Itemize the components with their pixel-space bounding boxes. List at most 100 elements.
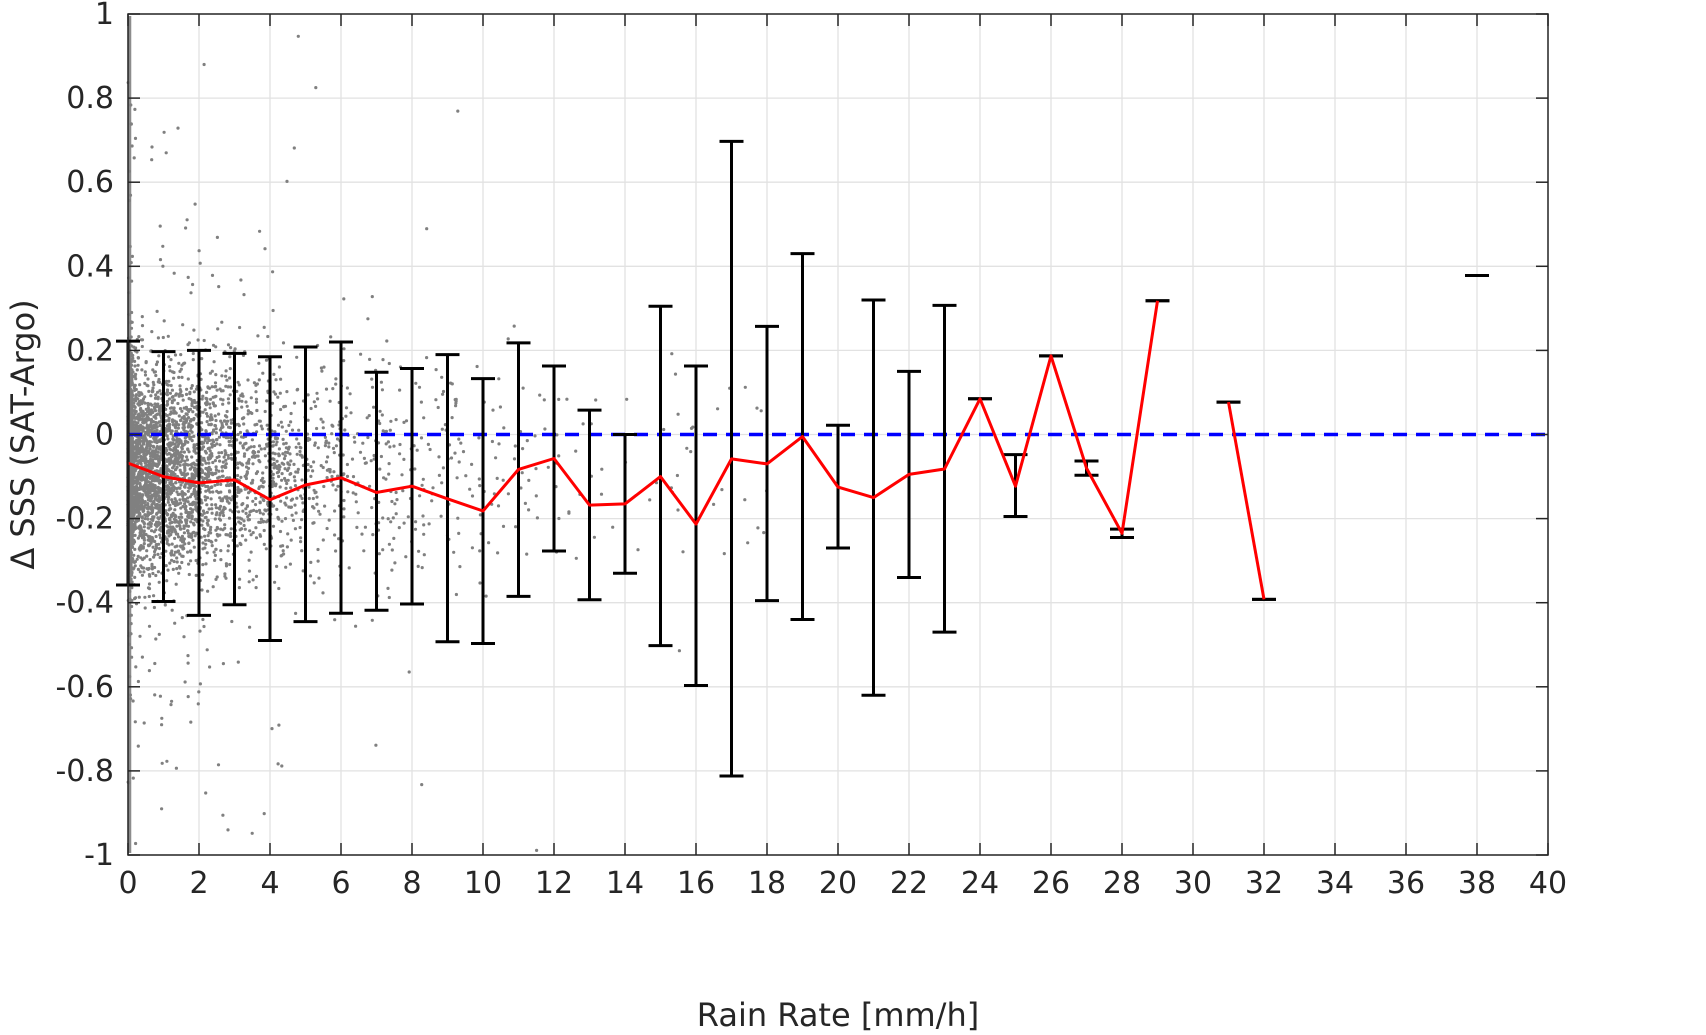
scatter-point <box>279 420 283 424</box>
scatter-point <box>213 395 217 399</box>
scatter-point <box>186 275 190 279</box>
scatter-point <box>140 344 144 349</box>
scatter-point <box>142 440 146 444</box>
scatter-point <box>359 352 363 356</box>
scatter-point <box>543 427 547 431</box>
scatter-point <box>281 341 286 345</box>
scatter-point <box>458 565 462 569</box>
scatter-point <box>186 377 190 381</box>
scatter-point <box>289 498 293 502</box>
scatter-point <box>192 530 196 535</box>
scatter-point <box>165 579 169 583</box>
scatter-point <box>152 423 156 427</box>
scatter-point <box>142 570 146 574</box>
scatter-point <box>204 489 208 493</box>
scatter-point <box>147 594 151 599</box>
scatter-point <box>334 488 338 492</box>
scatter-point <box>315 391 319 395</box>
scatter-point <box>217 451 221 455</box>
scatter-point <box>253 503 258 507</box>
scatter-point <box>143 459 147 464</box>
scatter-point <box>284 429 288 433</box>
scatter-point <box>398 442 402 447</box>
scatter-point <box>487 541 491 545</box>
scatter-point <box>130 320 134 324</box>
scatter-point <box>135 557 139 561</box>
scatter-point <box>169 553 173 557</box>
scatter-point <box>185 519 189 523</box>
scatter-point <box>309 474 313 478</box>
scatter-point <box>238 325 242 330</box>
scatter-point <box>477 436 481 440</box>
scatter-point <box>186 440 190 444</box>
scatter-point <box>149 517 153 521</box>
scatter-point <box>171 482 175 486</box>
scatter-point <box>210 417 214 422</box>
scatter-point <box>147 669 151 673</box>
scatter-point <box>263 508 267 512</box>
scatter-point <box>147 535 151 539</box>
scatter-point <box>581 422 585 426</box>
scatter-point <box>258 500 262 504</box>
scatter-point <box>312 460 316 464</box>
scatter-point <box>189 386 193 390</box>
scatter-point <box>434 368 438 372</box>
scatter-point <box>140 368 144 372</box>
scatter-point <box>202 456 206 460</box>
scatter-point <box>139 454 143 458</box>
scatter-point <box>175 449 180 453</box>
scatter-point <box>192 449 196 453</box>
scatter-point <box>154 637 158 641</box>
scatter-point <box>149 425 153 429</box>
scatter-point <box>600 467 604 471</box>
scatter-point <box>336 484 340 488</box>
scatter-point <box>414 381 418 385</box>
scatter-point <box>277 452 281 456</box>
scatter-point <box>274 482 278 486</box>
scatter-point <box>427 522 431 526</box>
scatter-point <box>281 437 285 441</box>
scatter-point <box>307 496 311 501</box>
scatter-point <box>213 517 217 521</box>
scatter-point <box>365 416 369 420</box>
scatter-point <box>459 441 463 445</box>
scatter-point <box>187 432 191 436</box>
scatter-point <box>153 451 157 455</box>
scatter-point <box>156 390 160 394</box>
scatter-point <box>238 516 242 520</box>
scatter-point <box>288 452 292 456</box>
scatter-point <box>246 515 250 519</box>
scatter-point <box>394 418 398 422</box>
scatter-point <box>141 418 145 422</box>
scatter-point <box>282 404 286 409</box>
scatter-point <box>133 405 137 409</box>
scatter-point <box>150 494 154 498</box>
scatter-point <box>192 490 196 494</box>
scatter-point <box>184 504 188 509</box>
scatter-point <box>146 401 150 406</box>
scatter-point <box>290 428 295 432</box>
scatter-point <box>181 547 185 551</box>
scatter-point <box>277 474 281 479</box>
scatter-point <box>154 393 158 397</box>
scatter-point <box>192 445 196 449</box>
scatter-point <box>254 574 259 579</box>
scatter-point <box>241 394 245 398</box>
scatter-point <box>279 544 283 548</box>
scatter-point <box>220 423 224 427</box>
scatter-point <box>203 534 207 538</box>
scatter-point <box>198 629 202 633</box>
scatter-point <box>169 358 173 362</box>
scatter-point <box>194 573 198 578</box>
scatter-point <box>249 396 253 400</box>
scatter-point <box>256 450 261 454</box>
scatter-point <box>322 365 326 369</box>
scatter-point <box>555 433 559 437</box>
scatter-point <box>277 723 281 727</box>
scatter-point <box>180 490 184 494</box>
scatter-point <box>259 447 263 451</box>
scatter-point <box>187 450 191 454</box>
scatter-point <box>212 428 216 432</box>
scatter-point <box>313 491 317 495</box>
scatter-point <box>143 373 148 377</box>
